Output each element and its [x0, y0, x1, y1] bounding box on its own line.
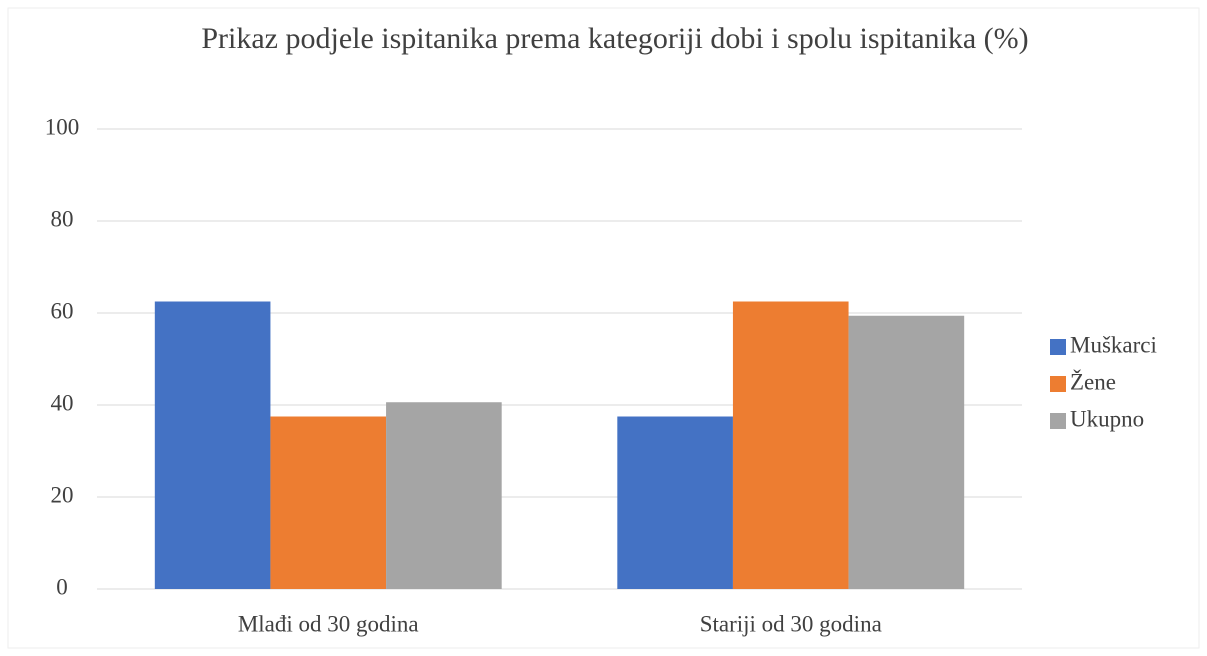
- legend-label: Ukupno: [1070, 406, 1144, 431]
- bar: [154, 301, 271, 589]
- bar: [848, 315, 965, 589]
- y-tick-label: 0: [56, 574, 68, 599]
- legend-label: Žene: [1070, 369, 1116, 394]
- bar: [386, 402, 502, 589]
- x-tick-label: Mlađi od 30 godina: [238, 611, 419, 636]
- y-tick-label: 60: [51, 298, 74, 323]
- y-tick-label: 100: [45, 114, 80, 139]
- legend-swatch: [1050, 339, 1066, 355]
- legend-label: Muškarci: [1070, 332, 1157, 357]
- bar: [617, 416, 733, 589]
- y-tick-label: 20: [51, 482, 74, 507]
- legend-swatch: [1050, 376, 1066, 392]
- y-tick-label: 80: [51, 206, 74, 231]
- chart-title: Prikaz podjele ispitanika prema kategori…: [201, 22, 1029, 55]
- y-tick-label: 40: [51, 390, 74, 415]
- bar: [270, 416, 387, 589]
- legend-swatch: [1050, 413, 1066, 429]
- x-tick-label: Stariji od 30 godina: [700, 611, 882, 636]
- bar: [732, 301, 849, 589]
- chart-frame: [7, 7, 1200, 649]
